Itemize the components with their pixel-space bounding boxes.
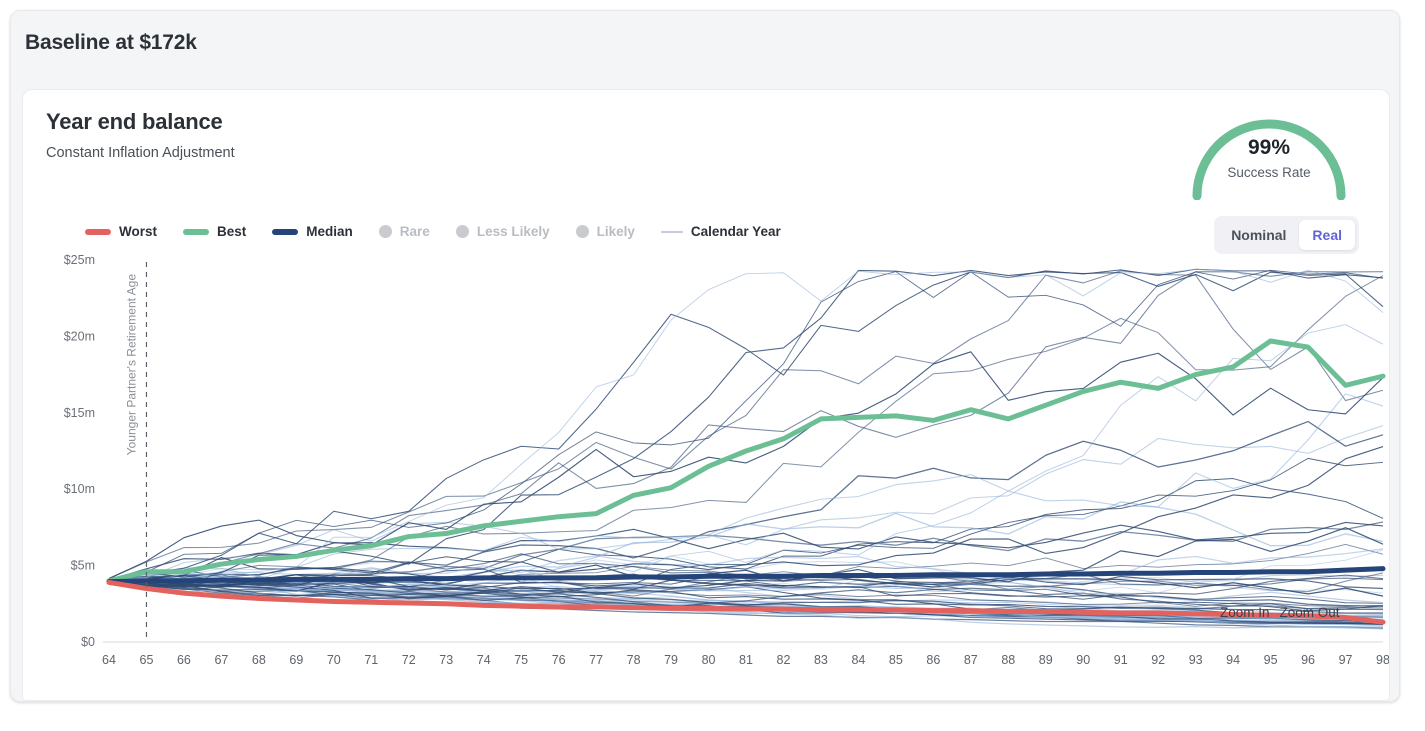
svg-text:82: 82 <box>777 653 791 667</box>
svg-text:89: 89 <box>1039 653 1053 667</box>
legend-label: Best <box>217 224 247 239</box>
retirement-age-label: Younger Partner's Retirement Age <box>124 274 138 456</box>
svg-text:94: 94 <box>1226 653 1240 667</box>
svg-text:69: 69 <box>289 653 303 667</box>
gauge-arc-icon <box>1192 119 1346 200</box>
toggle-nominal[interactable]: Nominal <box>1231 227 1287 243</box>
svg-text:$20m: $20m <box>64 329 95 343</box>
svg-text:$25m: $25m <box>64 253 95 267</box>
calendar-year-line-icon <box>660 230 683 233</box>
legend-item-rare[interactable]: Rare <box>378 224 430 239</box>
svg-text:85: 85 <box>889 653 903 667</box>
zoom-in-button[interactable]: Zoom In <box>1220 605 1270 620</box>
legend-item-less-likely[interactable]: Less Likely <box>455 224 550 239</box>
nominal-real-toggle[interactable]: Nominal Real <box>1214 216 1359 254</box>
legend-label: Rare <box>399 224 430 239</box>
panel-title: Baseline at $172k <box>25 31 197 54</box>
panel-header: Baseline at $172k <box>11 11 1399 86</box>
chart-card: Year end balance Constant Inflation Adju… <box>22 89 1390 701</box>
legend-label: Worst <box>119 224 158 239</box>
svg-text:64: 64 <box>102 653 116 667</box>
svg-text:$5m: $5m <box>71 559 95 573</box>
svg-text:80: 80 <box>702 653 716 667</box>
less-likely-dot-icon <box>455 225 469 238</box>
svg-text:65: 65 <box>140 653 154 667</box>
chart-subtitle: Constant Inflation Adjustment <box>46 145 235 161</box>
svg-text:$0: $0 <box>81 635 95 649</box>
svg-text:$10m: $10m <box>64 482 95 496</box>
svg-text:77: 77 <box>589 653 603 667</box>
zoom-controls[interactable]: Zoom In Zoom Out <box>1220 605 1340 620</box>
svg-text:86: 86 <box>926 653 940 667</box>
svg-text:68: 68 <box>252 653 266 667</box>
gauge-label: Success Rate <box>1227 165 1311 180</box>
svg-text:93: 93 <box>1189 653 1203 667</box>
legend-item-best[interactable]: Best <box>183 224 246 239</box>
gauge-value: 99% <box>1247 136 1291 159</box>
svg-text:$15m: $15m <box>64 406 95 420</box>
svg-text:84: 84 <box>851 653 865 667</box>
toggle-real[interactable]: Real <box>1299 220 1355 250</box>
svg-text:71: 71 <box>364 653 378 667</box>
svg-text:90: 90 <box>1076 653 1090 667</box>
legend-item-likely[interactable]: Likely <box>575 224 635 239</box>
likely-dot-icon <box>575 225 589 238</box>
svg-text:76: 76 <box>552 653 566 667</box>
rare-dot-icon <box>378 225 392 238</box>
legend-label: Median <box>306 224 353 239</box>
svg-text:91: 91 <box>1114 653 1128 667</box>
svg-text:72: 72 <box>402 653 416 667</box>
balance-chart-svg: $0 $5m $10m $15m $20m $25m 64 65 66 67 68 69 70 71 72 7… <box>64 253 1390 667</box>
svg-text:95: 95 <box>1264 653 1278 667</box>
chart-title: Year end balance <box>46 109 223 134</box>
svg-text:75: 75 <box>514 653 528 667</box>
svg-text:92: 92 <box>1151 653 1165 667</box>
svg-text:83: 83 <box>814 653 828 667</box>
svg-text:74: 74 <box>477 653 491 667</box>
svg-text:97: 97 <box>1339 653 1353 667</box>
baseline-panel: Baseline at $172k Year end balance Const… <box>10 10 1400 702</box>
svg-text:73: 73 <box>439 653 453 667</box>
svg-text:96: 96 <box>1301 653 1315 667</box>
svg-text:66: 66 <box>177 653 191 667</box>
svg-text:98: 98 <box>1376 653 1390 667</box>
legend-label: Less Likely <box>476 224 550 239</box>
legend-item-median[interactable]: Median <box>272 224 353 239</box>
legend-item-calendar-year[interactable]: Calendar Year <box>660 224 781 239</box>
median-swatch-icon <box>272 228 299 235</box>
svg-text:67: 67 <box>214 653 228 667</box>
svg-text:78: 78 <box>627 653 641 667</box>
worst-swatch-icon <box>85 228 111 235</box>
svg-text:87: 87 <box>964 653 978 667</box>
svg-text:81: 81 <box>739 653 753 667</box>
svg-text:70: 70 <box>327 653 341 667</box>
legend-item-worst[interactable]: Worst <box>85 224 157 239</box>
best-swatch-icon <box>183 228 210 235</box>
success-rate-gauge: 99% Success Rate <box>1179 110 1359 200</box>
zoom-out-button[interactable]: Zoom Out <box>1279 605 1340 620</box>
legend-label: Likely <box>596 224 635 239</box>
plot-area: $0 $5m $10m $15m $20m $25m 64 65 66 67 68 69 70 71 72 7… <box>23 250 1390 700</box>
svg-text:88: 88 <box>1001 653 1015 667</box>
svg-text:79: 79 <box>664 653 678 667</box>
chart-legend: Worst Best Median Rare Less Likely <box>85 224 807 239</box>
legend-label: Calendar Year <box>690 224 781 239</box>
